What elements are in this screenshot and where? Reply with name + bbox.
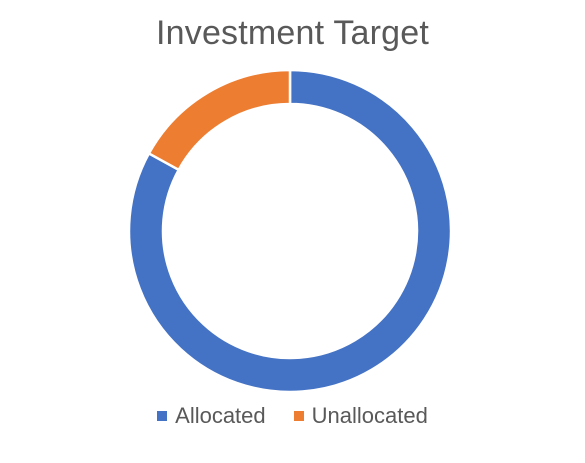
chart-legend: Allocated Unallocated <box>0 403 585 429</box>
legend-item-unallocated: Unallocated <box>293 403 428 429</box>
legend-label-unallocated: Unallocated <box>311 403 428 428</box>
donut-slice-allocated <box>127 68 453 394</box>
legend-swatch-unallocated <box>293 411 304 421</box>
donut-slice-unallocated <box>147 68 292 172</box>
legend-swatch-allocated <box>157 411 168 421</box>
legend-label-allocated: Allocated <box>175 403 266 428</box>
chart-title: Investment Target <box>155 14 430 52</box>
legend-item-allocated: Allocated <box>157 403 266 429</box>
